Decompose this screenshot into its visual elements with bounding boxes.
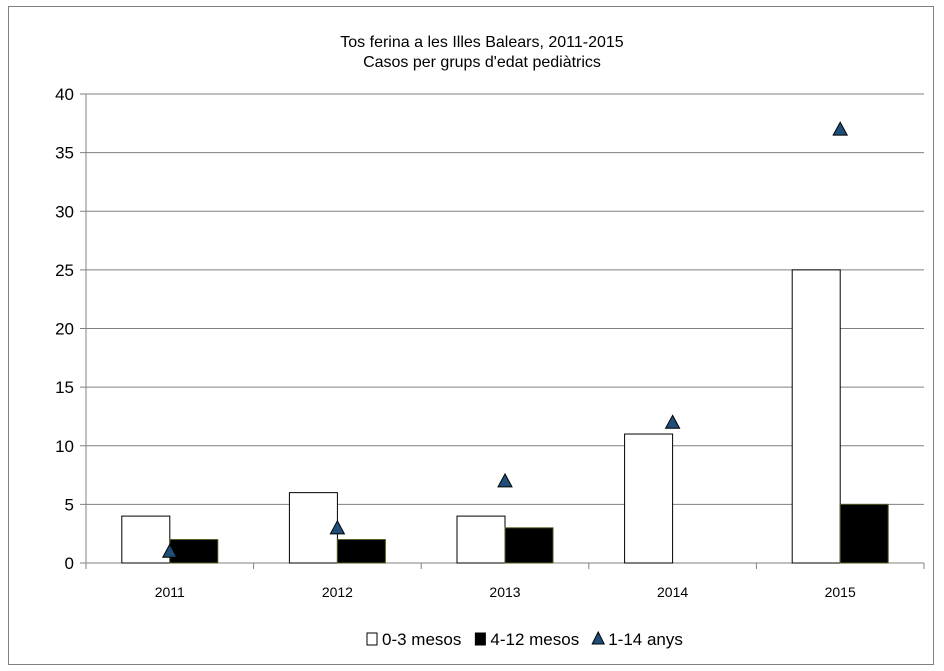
y-tick-label: 0 — [65, 554, 74, 573]
bar-4-12-mesos — [169, 539, 219, 564]
x-tick-label: 2014 — [657, 584, 688, 600]
legend-swatch — [474, 632, 486, 646]
y-tick-label: 15 — [55, 378, 74, 397]
y-tick-label: 5 — [65, 495, 74, 514]
bar-0-3-mesos — [121, 515, 171, 564]
legend-swatch — [366, 632, 378, 646]
y-tick-label: 30 — [55, 202, 74, 221]
legend-label: 0-3 mesos — [382, 630, 461, 649]
bar-0-3-mesos — [624, 433, 674, 564]
chart-subtitle: Casos per grups d'edat pediàtrics — [363, 54, 601, 71]
chart-title: Tos ferina a les Illes Balears, 2011-201… — [340, 34, 624, 51]
bars — [121, 269, 889, 564]
legend-swatch — [591, 630, 606, 645]
x-tick-label: 2011 — [155, 584, 185, 600]
y-tick-label: 35 — [55, 144, 74, 163]
marker-1-14-anys — [329, 519, 346, 535]
bar-0-3-mesos — [456, 515, 506, 564]
legend-label: 4-12 mesos — [490, 630, 579, 649]
bar-4-12-mesos — [504, 527, 554, 564]
y-tick-label: 25 — [55, 261, 74, 280]
x-tick-label: 2015 — [825, 584, 856, 600]
marker-1-14-anys — [664, 414, 681, 429]
x-tick-label: 2012 — [322, 584, 353, 600]
bar-0-3-mesos — [791, 269, 841, 564]
bar-0-3-mesos — [288, 492, 338, 564]
x-tick-label: 2013 — [489, 584, 520, 600]
y-tick-label: 20 — [55, 320, 74, 339]
legend: 0-3 mesos 4-12 mesos 1-14 anys — [366, 630, 683, 649]
gridlines — [86, 93, 924, 505]
marker-1-14-anys — [832, 121, 849, 136]
marker-1-14-anys — [497, 472, 513, 488]
bar-4-12-mesos — [839, 503, 889, 564]
axis-labels: 0 5 10 15 20 25 30 35 40 2011 2012 2013 2014 2015 — [55, 85, 856, 600]
bar-4-12-mesos — [336, 539, 386, 564]
legend-label: 1-14 anys — [608, 630, 683, 649]
y-tick-label: 40 — [55, 85, 74, 104]
marker-1-14-anys — [161, 543, 178, 558]
y-tick-label: 10 — [55, 437, 74, 456]
markers — [161, 121, 849, 558]
